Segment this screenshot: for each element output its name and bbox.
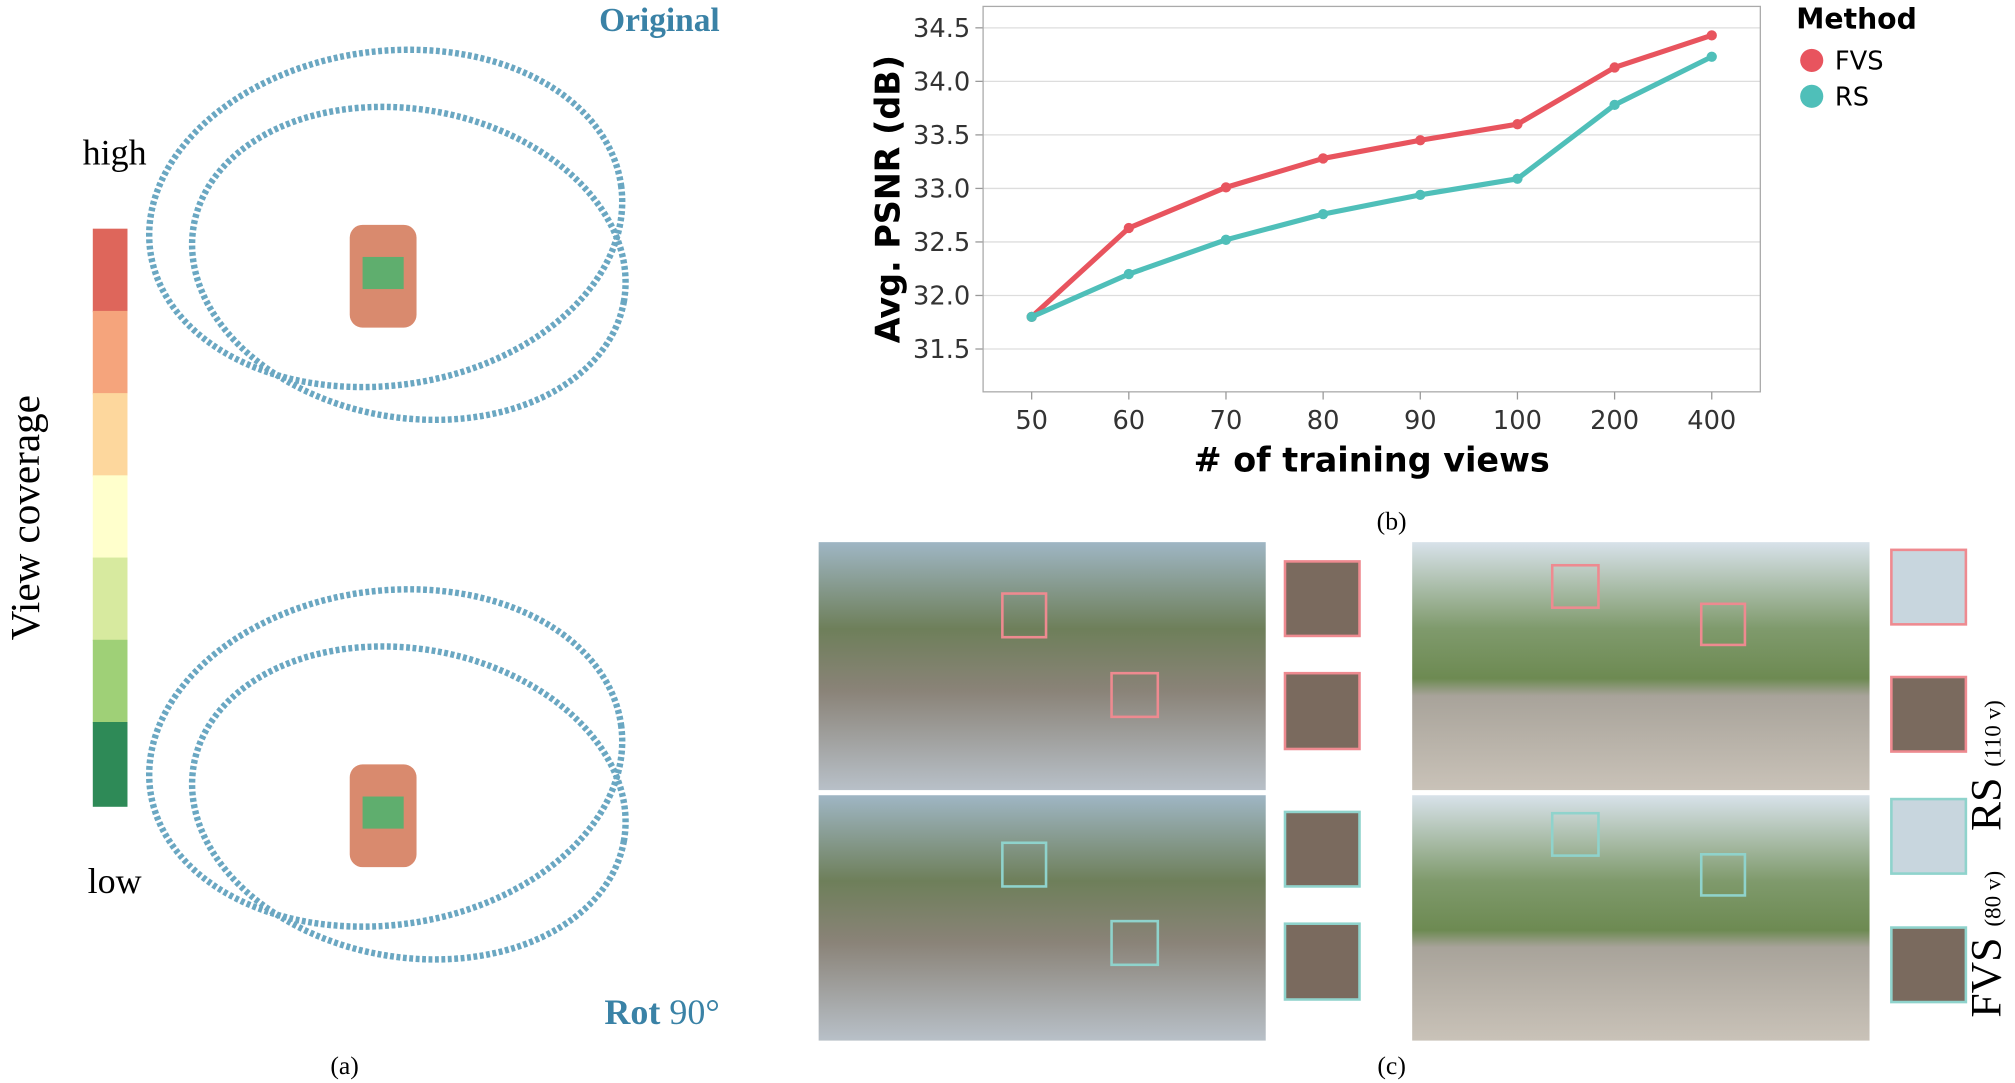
y-tick-label: 33.5	[913, 121, 970, 151]
colorbar-low: low	[88, 861, 142, 901]
y-tick-label: 32.5	[913, 228, 970, 258]
point	[1512, 173, 1523, 184]
x-tick-label: 200	[1590, 406, 1639, 436]
truck-image	[818, 795, 1266, 1041]
x-tick-label: 50	[1015, 406, 1048, 436]
x-tick-label: 60	[1112, 406, 1145, 436]
legend-swatch	[1800, 48, 1824, 72]
colorbar-high: high	[83, 132, 147, 172]
method-label: FVS (80 v)	[1963, 871, 2011, 1018]
point	[1512, 119, 1523, 130]
rot-label: Rot	[604, 992, 660, 1032]
panel-c	[818, 542, 1968, 1041]
camera-ring	[145, 586, 626, 930]
colorbar	[92, 228, 128, 807]
camera-ring	[188, 103, 629, 424]
point	[1220, 234, 1232, 245]
x-tick-label: 400	[1687, 406, 1736, 436]
rot-angle: 90°	[669, 992, 719, 1032]
point	[1415, 189, 1426, 200]
views-label: (80 v)	[1981, 871, 2007, 927]
y-axis-label: Avg. PSNR (dB)	[869, 55, 908, 343]
views-label: (110 v)	[1981, 700, 2007, 767]
caption: (b)	[1377, 506, 1407, 535]
point	[1609, 99, 1620, 111]
y-tick-label: 34.0	[913, 67, 970, 97]
panel-title: Rot 90°	[604, 992, 719, 1032]
point	[1609, 62, 1620, 73]
point	[1123, 222, 1134, 234]
y-tick-label: 33.0	[913, 174, 970, 204]
legend-label: RS	[1835, 82, 1869, 112]
park-image	[1412, 542, 1870, 791]
point	[1026, 311, 1037, 323]
y-tick-label: 34.5	[913, 14, 970, 44]
point	[1706, 51, 1717, 62]
rs-label: RS	[1963, 778, 2011, 831]
camera-ring	[188, 643, 629, 963]
x-tick-label: 80	[1307, 406, 1340, 436]
series-line	[1029, 32, 1713, 319]
legend-swatch	[1800, 84, 1824, 108]
point	[1220, 182, 1232, 193]
x-tick-label: 100	[1493, 406, 1542, 436]
truck-image	[818, 542, 1266, 791]
x-axis-label: # of training views	[1194, 440, 1550, 479]
line-chart: 31.5 32.0 32.5 33.0 33.5 34.0 34.5 50 60 70 80 90 10…	[869, 2, 1917, 535]
plot-frame	[982, 5, 1761, 393]
point	[1123, 268, 1134, 280]
y-tick-label: 32.0	[913, 281, 970, 311]
park-image	[1412, 795, 1870, 1041]
chair	[349, 224, 417, 868]
point	[1317, 208, 1329, 220]
point	[1415, 135, 1426, 146]
camera-ring	[145, 46, 626, 391]
x-tick-label: 70	[1210, 406, 1243, 436]
x-tick-label: 90	[1404, 406, 1437, 436]
panel-a	[145, 46, 629, 963]
method-label: RS (110 v)	[1963, 700, 2011, 831]
y-tick-label: 31.5	[913, 335, 970, 365]
legend-title: Method	[1796, 2, 1917, 35]
point	[1317, 153, 1329, 164]
fvs-label: FVS	[1963, 938, 2011, 1018]
panel-title: Original	[599, 2, 720, 39]
caption: (a)	[330, 1051, 359, 1080]
legend-label: FVS	[1835, 46, 1884, 76]
series-line	[1030, 54, 1713, 320]
caption: (c)	[1377, 1051, 1406, 1080]
colorbar-label: View coverage	[2, 395, 48, 640]
point	[1706, 30, 1717, 41]
